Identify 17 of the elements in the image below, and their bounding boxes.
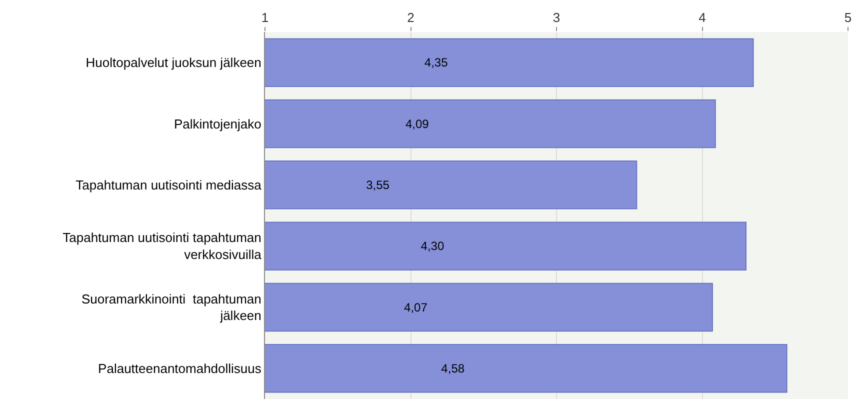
x-tick-label: 4 (698, 10, 706, 25)
x-tick-label: 1 (261, 10, 269, 25)
y-tick-label: Huoltopalvelut juoksun jälkeen (86, 55, 262, 70)
y-tick-label: Tapahtuman uutisointi tapahtuman verkkosivuilla (62, 230, 262, 262)
data-label: 4,30 (420, 239, 444, 254)
x-tick-label: 3 (552, 10, 560, 25)
data-label: 4,09 (405, 116, 430, 131)
data-label: 4,35 (424, 56, 448, 70)
data-label: 4,58 (441, 361, 465, 376)
x-tick-label: 5 (844, 10, 852, 25)
y-tick-label: Palautteenantomahdollisuus (98, 360, 262, 376)
data-label: 4,07 (404, 300, 428, 314)
y-tick-label: Palkintojenjako (174, 116, 262, 132)
data-label: 3,55 (366, 178, 390, 192)
x-tick-label: 2 (407, 10, 414, 25)
y-tick-label: Suoramarkkinointi tapahtuman jälkeen (81, 291, 262, 324)
y-tick-label: Tapahtuman uutisointi mediassa (76, 177, 262, 192)
